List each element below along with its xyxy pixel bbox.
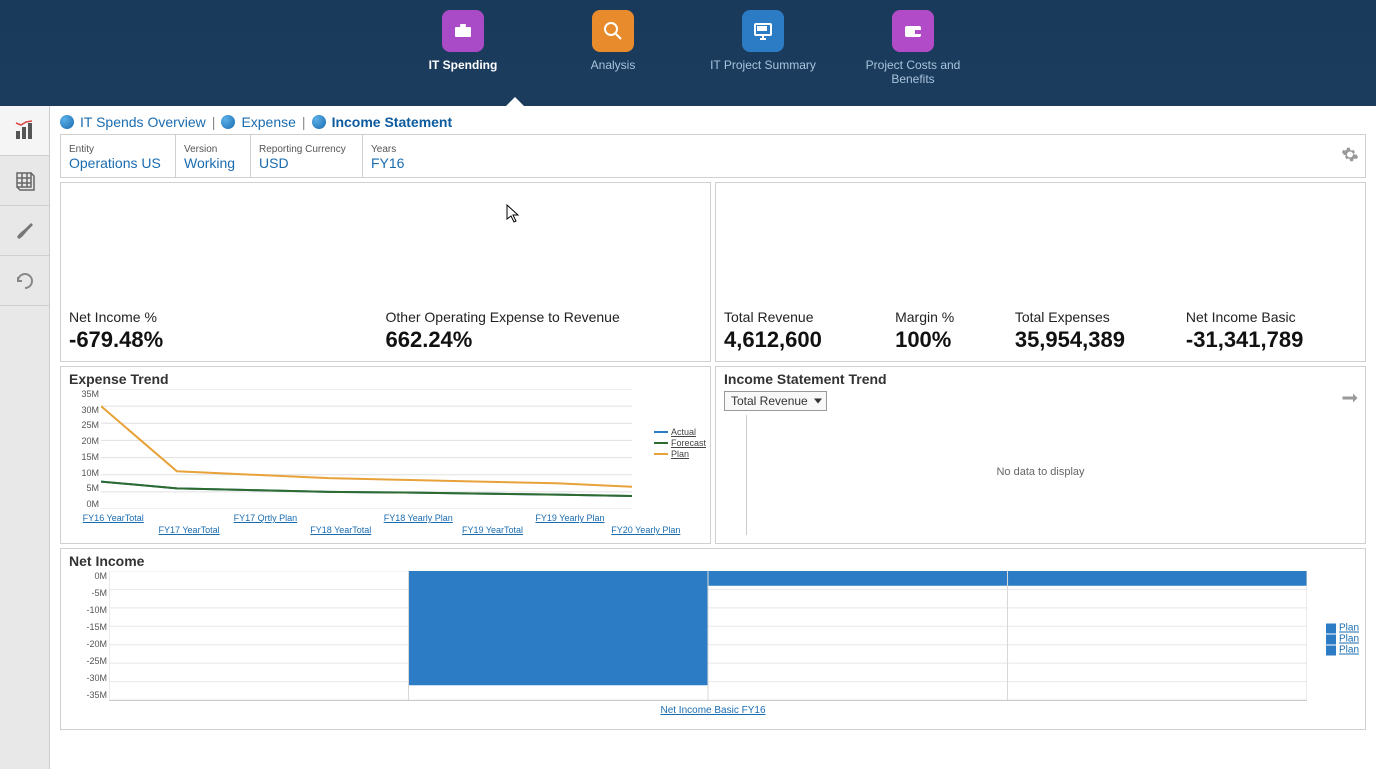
- breadcrumb-separator: |: [212, 114, 216, 130]
- kpi-value: 662.24%: [386, 327, 703, 353]
- filter-label: Years: [371, 144, 435, 155]
- filter-entity[interactable]: Entity Operations US: [61, 135, 176, 177]
- kpi-value: -31,341,789: [1186, 327, 1357, 353]
- filter-years[interactable]: Years FY16: [363, 135, 443, 177]
- nav-it-spending[interactable]: IT Spending: [408, 10, 518, 86]
- nav-label: IT Project Summary: [710, 58, 816, 72]
- breadcrumb-item[interactable]: Expense: [241, 114, 295, 130]
- net-income-chart: 0M-5M-10M-15M-20M-25M-30M-35M: [109, 571, 1307, 701]
- axis-line: [746, 415, 747, 535]
- breadcrumb-separator: |: [302, 114, 306, 130]
- kpi-total-expenses: Total Expenses 35,954,389: [1015, 309, 1186, 353]
- filter-bar: Entity Operations US Version Working Rep…: [60, 134, 1366, 178]
- filter-label: Reporting Currency: [259, 144, 354, 155]
- kpi-other-opex: Other Operating Expense to Revenue 662.2…: [386, 309, 703, 353]
- next-arrow-button[interactable]: [1341, 391, 1359, 408]
- bar-chart-svg: [109, 571, 1307, 700]
- income-trend-panel: Income Statement Trend Total Revenue No …: [715, 366, 1366, 544]
- filter-value: Working: [184, 155, 242, 171]
- rail-brush-button[interactable]: [0, 206, 49, 256]
- expense-trend-panel: Expense Trend 35M30M25M20M15M10M5M0M Act…: [60, 366, 711, 544]
- chart-title: Income Statement Trend: [724, 371, 1357, 387]
- left-rail: [0, 106, 50, 769]
- nav-label: Project Costs and Benefits: [858, 58, 968, 86]
- rail-barchart-button[interactable]: [0, 106, 49, 156]
- content: IT Spends Overview | Expense | Income St…: [50, 106, 1376, 769]
- filter-label: Entity: [69, 144, 167, 155]
- expense-trend-chart: 35M30M25M20M15M10M5M0M: [101, 389, 632, 509]
- breadcrumb-icon: [312, 115, 326, 129]
- filter-value: USD: [259, 155, 354, 171]
- filter-value: Operations US: [69, 155, 167, 171]
- kpi-panel-left: Net Income % -679.48% Other Operating Ex…: [60, 182, 711, 362]
- main-area: IT Spends Overview | Expense | Income St…: [0, 106, 1376, 769]
- breadcrumb-icon: [60, 115, 74, 129]
- kpi-panel-right: Total Revenue 4,612,600 Margin % 100% To…: [715, 182, 1366, 362]
- chart-title: Expense Trend: [69, 371, 702, 387]
- line-chart-svg: [101, 389, 632, 509]
- wallet-icon: [892, 10, 934, 52]
- kpi-title: Total Revenue: [724, 309, 895, 325]
- kpi-net-income-pct: Net Income % -679.48%: [69, 309, 386, 353]
- kpi-value: 100%: [895, 327, 1015, 353]
- chart-legend: PlanPlanPlan: [1326, 623, 1359, 656]
- filter-value: FY16: [371, 155, 435, 171]
- nav-it-project-summary[interactable]: IT Project Summary: [708, 10, 818, 86]
- nav-label: IT Spending: [429, 58, 498, 72]
- briefcase-icon: [442, 10, 484, 52]
- no-data-message: No data to display: [724, 466, 1357, 478]
- monitor-icon: [742, 10, 784, 52]
- filter-label: Version: [184, 144, 242, 155]
- rail-refresh-button[interactable]: [0, 256, 49, 306]
- chart-title: Net Income: [69, 553, 1357, 569]
- kpi-margin-pct: Margin % 100%: [895, 309, 1015, 353]
- settings-button[interactable]: [1341, 146, 1359, 167]
- charts-row: Expense Trend 35M30M25M20M15M10M5M0M Act…: [60, 366, 1366, 544]
- x-axis-label: Net Income Basic FY16: [69, 705, 1357, 716]
- breadcrumb: IT Spends Overview | Expense | Income St…: [60, 114, 1366, 130]
- kpi-value: 35,954,389: [1015, 327, 1186, 353]
- breadcrumb-item[interactable]: IT Spends Overview: [80, 114, 206, 130]
- filter-version[interactable]: Version Working: [176, 135, 251, 177]
- kpi-row: Net Income % -679.48% Other Operating Ex…: [60, 182, 1366, 362]
- nav-active-pointer: [505, 97, 525, 107]
- x-axis-labels: FY16 YearTotalFY17 Qrtly PlanFY18 Yearly…: [101, 513, 632, 539]
- rail-cube-button[interactable]: [0, 156, 49, 206]
- y-axis-labels: 0M-5M-10M-15M-20M-25M-30M-35M: [71, 571, 107, 700]
- y-axis-labels: 35M30M25M20M15M10M5M0M: [69, 389, 99, 509]
- kpi-title: Net Income Basic: [1186, 309, 1357, 325]
- kpi-value: -679.48%: [69, 327, 386, 353]
- nav-project-costs[interactable]: Project Costs and Benefits: [858, 10, 968, 86]
- income-trend-dropdown[interactable]: Total Revenue: [724, 391, 827, 411]
- kpi-title: Other Operating Expense to Revenue: [386, 309, 703, 325]
- breadcrumb-icon: [221, 115, 235, 129]
- nav-analysis[interactable]: Analysis: [558, 10, 668, 86]
- kpi-value: 4,612,600: [724, 327, 895, 353]
- net-income-panel: Net Income 0M-5M-10M-15M-20M-25M-30M-35M…: [60, 548, 1366, 730]
- kpi-title: Total Expenses: [1015, 309, 1186, 325]
- top-nav: IT Spending Analysis IT Project Summary …: [0, 0, 1376, 106]
- filter-currency[interactable]: Reporting Currency USD: [251, 135, 363, 177]
- kpi-title: Margin %: [895, 309, 1015, 325]
- kpi-net-income-basic: Net Income Basic -31,341,789: [1186, 309, 1357, 353]
- nav-label: Analysis: [591, 58, 636, 72]
- chart-legend: ActualForecastPlan: [654, 427, 706, 460]
- kpi-total-revenue: Total Revenue 4,612,600: [724, 309, 895, 353]
- breadcrumb-item[interactable]: Income Statement: [332, 114, 453, 130]
- magnify-icon: [592, 10, 634, 52]
- kpi-title: Net Income %: [69, 309, 386, 325]
